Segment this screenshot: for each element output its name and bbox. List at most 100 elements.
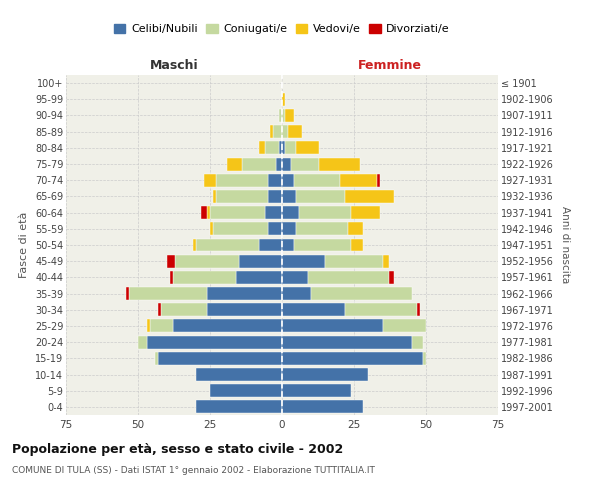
Bar [412,336,423,348]
Bar [213,222,268,235]
Bar [293,174,340,186]
Bar [282,142,285,154]
Bar [155,352,158,365]
Bar [158,304,161,316]
Bar [210,222,213,235]
Bar [282,304,346,316]
Bar [279,142,282,154]
Text: Popolazione per età, sesso e stato civile - 2002: Popolazione per età, sesso e stato civil… [12,442,343,456]
Bar [207,287,282,300]
Bar [282,125,288,138]
Bar [282,400,362,413]
Bar [296,222,348,235]
Bar [282,352,423,365]
Bar [236,271,282,284]
Bar [311,287,412,300]
Bar [377,174,380,186]
Bar [351,206,380,219]
Bar [282,254,325,268]
Bar [348,222,362,235]
Bar [299,206,351,219]
Bar [173,271,236,284]
Bar [216,174,268,186]
Bar [282,287,311,300]
Bar [279,109,282,122]
Bar [282,206,299,219]
Bar [274,125,282,138]
Bar [383,254,389,268]
Bar [146,336,282,348]
Bar [268,174,282,186]
Bar [282,320,383,332]
Bar [293,238,351,252]
Bar [130,287,207,300]
Bar [282,158,290,170]
Bar [296,142,319,154]
Bar [340,174,377,186]
Bar [259,238,282,252]
Bar [213,190,216,203]
Bar [158,352,282,365]
Bar [383,320,426,332]
Bar [418,304,420,316]
Bar [308,271,389,284]
Bar [173,320,282,332]
Bar [127,287,130,300]
Bar [202,206,207,219]
Bar [161,304,207,316]
Bar [351,238,362,252]
Bar [325,254,383,268]
Legend: Celibi/Nubili, Coniugati/e, Vedovi/e, Divorziati/e: Celibi/Nubili, Coniugati/e, Vedovi/e, Di… [110,20,454,38]
Bar [282,336,412,348]
Bar [282,174,293,186]
Bar [282,222,296,235]
Bar [285,142,296,154]
Bar [227,158,242,170]
Bar [207,304,282,316]
Bar [196,400,282,413]
Bar [265,142,279,154]
Bar [285,109,293,122]
Y-axis label: Fasce di età: Fasce di età [19,212,29,278]
Bar [282,109,285,122]
Bar [282,190,296,203]
Bar [296,190,346,203]
Bar [346,304,418,316]
Bar [282,384,351,397]
Text: Femmine: Femmine [358,59,422,72]
Bar [146,320,149,332]
Bar [271,125,274,138]
Bar [170,271,173,284]
Bar [210,206,265,219]
Text: Maschi: Maschi [149,59,199,72]
Bar [242,158,276,170]
Bar [149,320,173,332]
Bar [265,206,282,219]
Bar [282,238,293,252]
Bar [175,254,239,268]
Bar [282,368,368,381]
Bar [268,190,282,203]
Bar [290,158,319,170]
Bar [346,190,394,203]
Bar [423,352,426,365]
Bar [259,142,265,154]
Bar [282,93,285,106]
Bar [204,174,216,186]
Bar [196,238,259,252]
Y-axis label: Anni di nascita: Anni di nascita [560,206,571,284]
Text: COMUNE DI TULA (SS) - Dati ISTAT 1° gennaio 2002 - Elaborazione TUTTITALIA.IT: COMUNE DI TULA (SS) - Dati ISTAT 1° genn… [12,466,375,475]
Bar [268,222,282,235]
Bar [138,336,146,348]
Bar [282,271,308,284]
Bar [276,158,282,170]
Bar [167,254,175,268]
Bar [210,384,282,397]
Bar [389,271,394,284]
Bar [207,206,210,219]
Bar [288,125,302,138]
Bar [193,238,196,252]
Bar [196,368,282,381]
Bar [319,158,360,170]
Bar [216,190,268,203]
